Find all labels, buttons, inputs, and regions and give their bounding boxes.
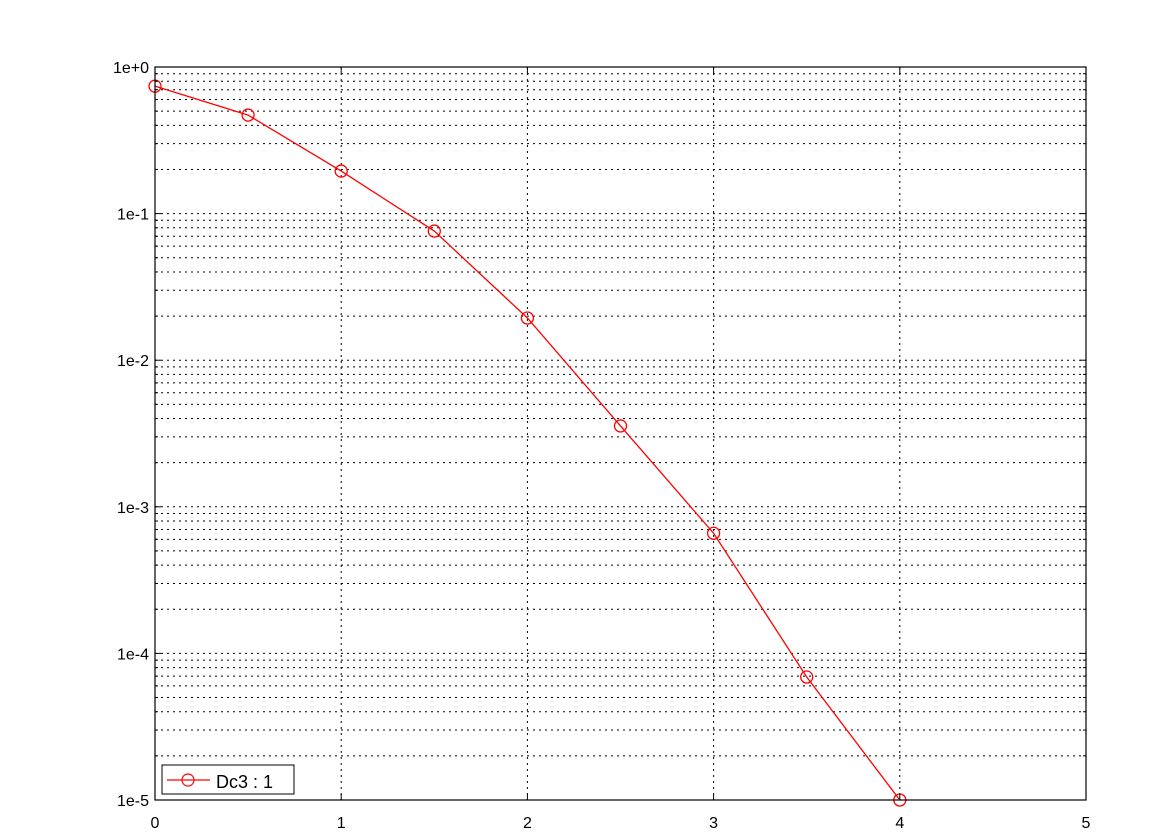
data-point — [241, 108, 255, 122]
legend-label: Dc3 : 1 — [216, 772, 273, 792]
legend-marker — [181, 773, 195, 787]
data-point — [800, 670, 814, 684]
y-tick-label: 1e-4 — [117, 646, 149, 663]
series-layer — [148, 79, 907, 807]
x-tick-label: 0 — [151, 815, 160, 832]
grid — [155, 67, 1086, 800]
data-point — [427, 224, 441, 238]
x-tick-label: 1 — [337, 815, 346, 832]
y-tick-label: 1e-1 — [117, 207, 149, 224]
x-tick-label: 2 — [523, 815, 532, 832]
y-tick-label: 1e-3 — [117, 500, 149, 517]
series-line — [154, 85, 901, 801]
data-point — [520, 311, 535, 325]
legend: Dc3 : 1 — [161, 764, 295, 795]
x-tick-label: 4 — [895, 815, 904, 832]
data-point — [706, 526, 721, 540]
data-point — [334, 164, 348, 178]
x-tick-label: 3 — [709, 815, 718, 832]
plot-frame — [154, 66, 1087, 801]
y-tick-label: 1e+0 — [113, 60, 149, 77]
ticks: 0 1 2 3 4 5 1e+0 1e-1 1e-2 1e-3 1e-4 1e-5 — [113, 60, 1091, 832]
y-tick-label: 1e-5 — [117, 793, 149, 810]
data-point — [613, 419, 628, 433]
x-tick-label: 5 — [1082, 815, 1091, 832]
y-tick-label: 1e-2 — [117, 353, 149, 370]
